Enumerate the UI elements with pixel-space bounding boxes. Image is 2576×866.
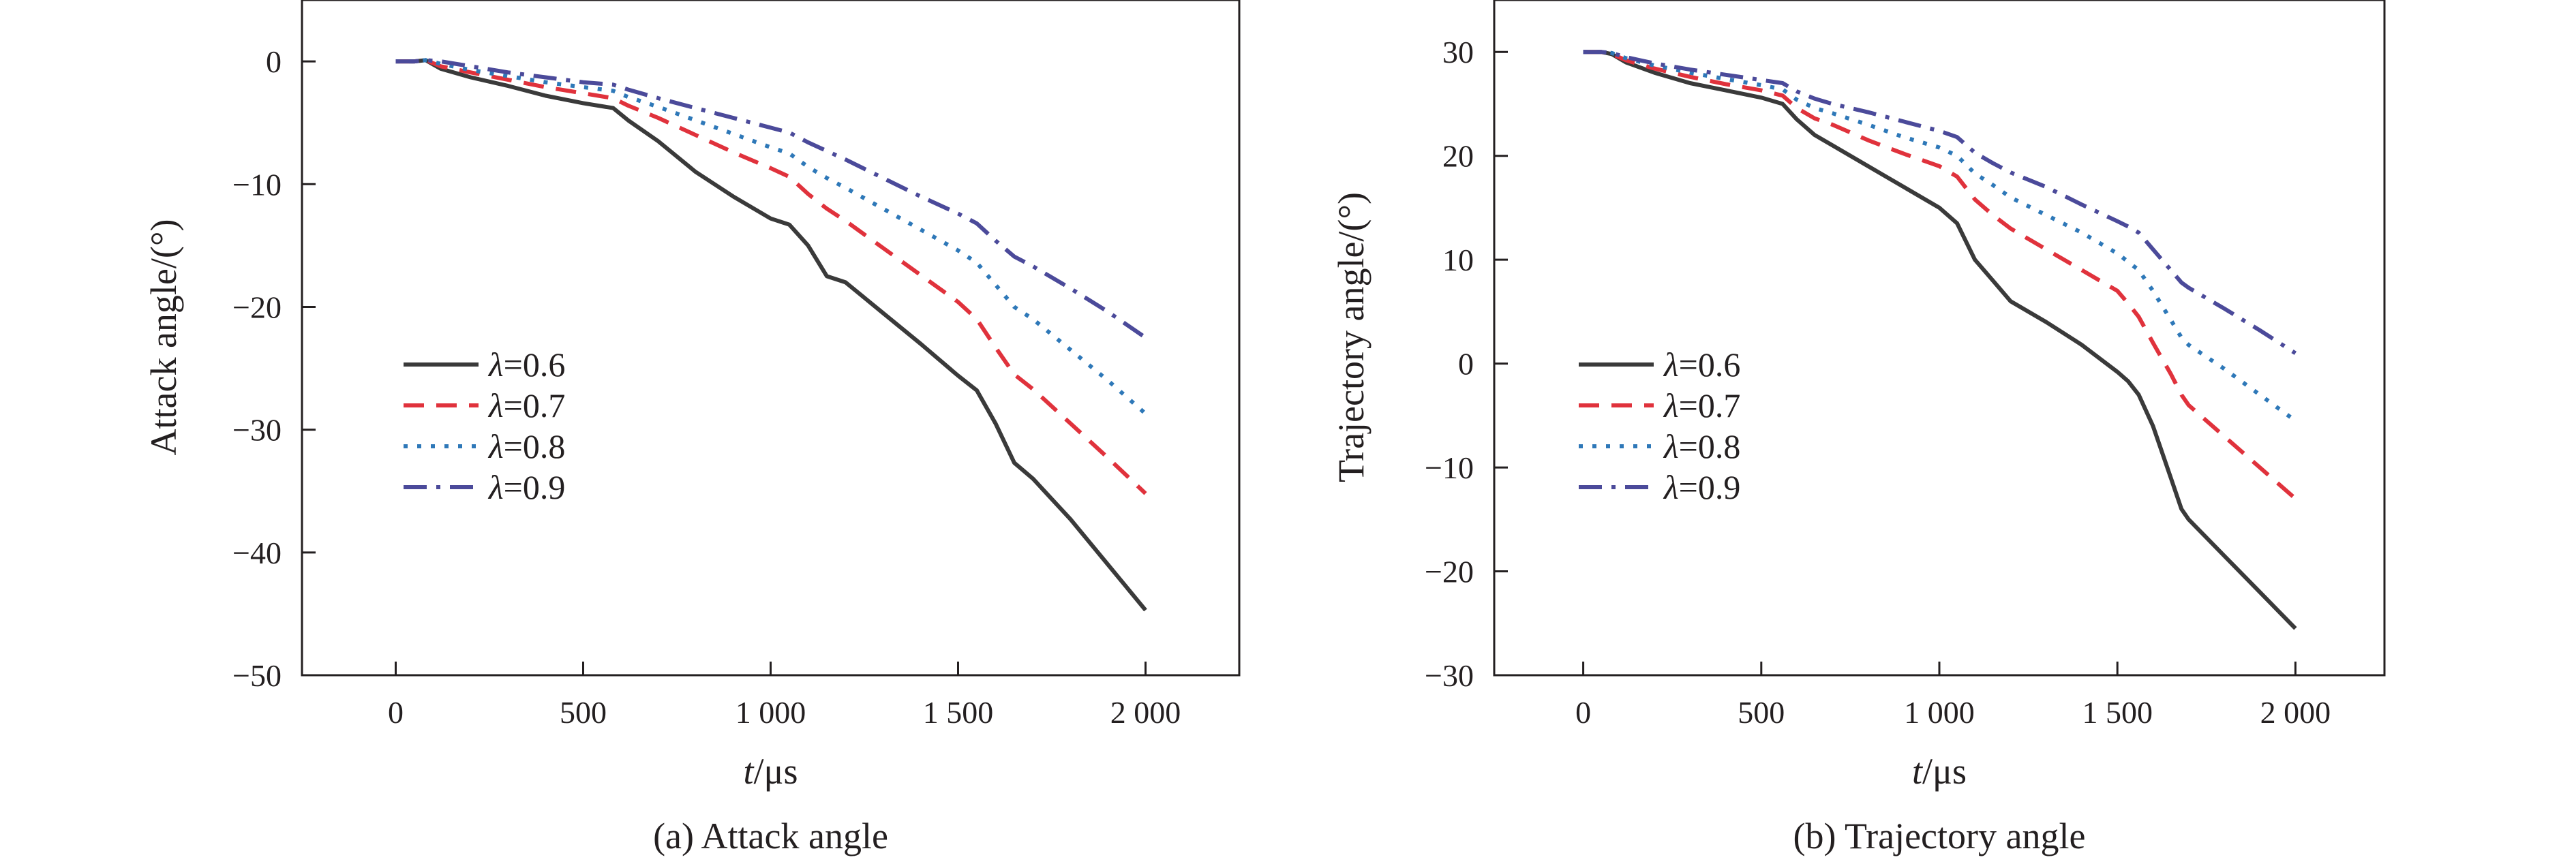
chart-panel-b: 0 500 1 000 1 500 2 0003020100−10−20−30λ=0.6… <box>1331 0 2386 856</box>
x-axis-variable: t <box>744 751 755 792</box>
legend-value: =0.6 <box>504 345 566 384</box>
legend-symbol: λ <box>1663 386 1679 424</box>
y-axis-title: Attack angle/(°) <box>143 219 184 456</box>
legend-label: λ=0.9 <box>1663 468 1740 506</box>
legend-label: λ=0.6 <box>1663 345 1740 384</box>
legend-symbol: λ <box>487 468 504 506</box>
panel-caption: (a) Attack angle <box>653 816 888 856</box>
legend-symbol: λ <box>487 345 504 384</box>
y-tick-label: −40 <box>232 536 282 570</box>
x-tick-label: 2 000 <box>1110 695 1181 730</box>
legend-symbol: λ <box>487 386 504 424</box>
series-line-solid <box>1583 50 2297 630</box>
y-tick-label: −20 <box>232 290 282 324</box>
legend-symbol: λ <box>1663 468 1679 506</box>
legend: λ=0.6λ=0.7λ=0.8λ=0.9 <box>404 345 565 506</box>
legend-symbol: λ <box>487 427 504 465</box>
y-tick-label: 30 <box>1442 35 1474 69</box>
legend-label: λ=0.7 <box>1663 386 1740 424</box>
legend: λ=0.6λ=0.7λ=0.8λ=0.9 <box>1579 345 1740 506</box>
x-axis-unit: /μs <box>754 751 798 792</box>
series-line-dashed <box>1583 50 2297 501</box>
legend-value: =0.9 <box>1679 468 1741 506</box>
x-tick-label: 1 500 <box>923 695 994 730</box>
series-line-dotted <box>1583 50 2297 422</box>
plot-frame <box>1493 0 2386 677</box>
x-tick-label: 0 <box>1575 695 1591 730</box>
x-axis-title: t/μs <box>1912 751 1967 792</box>
legend-label: λ=0.6 <box>487 345 565 384</box>
panel-caption: (b) Trajectory angle <box>1793 816 2086 856</box>
legend-value: =0.7 <box>504 386 566 424</box>
legend-label: λ=0.8 <box>1663 427 1740 465</box>
y-tick-label: −30 <box>232 413 282 448</box>
x-axis-unit: /μs <box>1922 751 1967 792</box>
legend-value: =0.9 <box>504 468 566 506</box>
legend-label: λ=0.8 <box>487 427 565 465</box>
chart-panel-a: 0 500 1 000 1 500 2 0000−10−20−30−40−50λ=0.6… <box>143 0 1241 856</box>
legend-value: =0.8 <box>504 427 566 465</box>
y-tick-label: −30 <box>1425 658 1474 693</box>
y-tick-label: 0 <box>1458 347 1474 382</box>
y-tick-label: 10 <box>1442 243 1474 277</box>
x-tick-label: 1 000 <box>736 695 806 730</box>
series-line-dashdot <box>1583 50 2297 355</box>
y-tick-label: −10 <box>1425 450 1474 485</box>
y-axis-title: Trajectory angle/(°) <box>1331 192 1372 482</box>
series-line-dashdot <box>395 58 1147 339</box>
x-tick-label: 1 500 <box>2082 695 2153 730</box>
y-tick-label: 0 <box>266 44 282 79</box>
series-line-dotted <box>395 58 1147 416</box>
x-tick-label: 500 <box>1738 695 1785 730</box>
x-axis-title: t/μs <box>744 751 798 792</box>
series-line-dashed <box>395 58 1147 495</box>
legend-label: λ=0.7 <box>487 386 565 424</box>
series-line-solid <box>395 58 1147 612</box>
x-tick-label: 500 <box>560 695 607 730</box>
x-tick-label: 2 000 <box>2260 695 2331 730</box>
legend-value: =0.6 <box>1679 345 1741 384</box>
x-tick-label: 0 <box>388 695 404 730</box>
legend-value: =0.7 <box>1679 386 1741 424</box>
y-tick-label: −50 <box>232 658 282 693</box>
y-tick-label: −10 <box>232 167 282 202</box>
x-tick-label: 1 000 <box>1904 695 1975 730</box>
legend-label: λ=0.9 <box>487 468 565 506</box>
legend-value: =0.8 <box>1679 427 1741 465</box>
y-tick-label: 20 <box>1442 139 1474 174</box>
legend-symbol: λ <box>1663 345 1679 384</box>
plot-frame <box>301 0 1241 677</box>
x-axis-variable: t <box>1912 751 1924 792</box>
legend-symbol: λ <box>1663 427 1679 465</box>
y-tick-label: −20 <box>1425 555 1474 589</box>
